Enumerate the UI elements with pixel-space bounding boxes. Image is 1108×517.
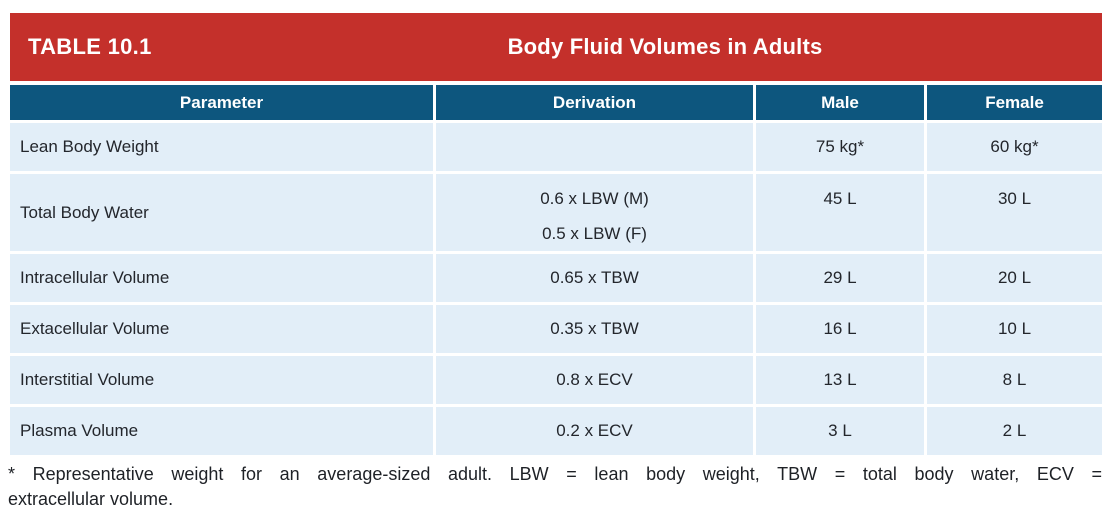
table-title: Body Fluid Volumes in Adults (507, 34, 823, 59)
cell-female: 10 L (927, 305, 1102, 353)
cell-derivation: 0.35 x TBW (436, 305, 753, 353)
table-grid: Parameter Derivation Male Female Lean Bo… (10, 85, 1102, 455)
cell-male: 16 L (756, 305, 924, 353)
derivation-line-female: 0.5 x LBW (F) (542, 224, 647, 243)
cell-male: 3 L (756, 407, 924, 455)
derivation-line-male: 0.6 x LBW (M) (540, 189, 649, 208)
cell-derivation: 0.65 x TBW (436, 254, 753, 302)
footnote-line-2: extracellular volume. (8, 489, 174, 509)
cell-male: 13 L (756, 356, 924, 404)
cell-parameter: Extacellular Volume (10, 305, 433, 353)
cell-male: 29 L (756, 254, 924, 302)
cell-female: 2 L (927, 407, 1102, 455)
column-header-male: Male (756, 85, 924, 120)
column-header-female: Female (927, 85, 1102, 120)
table-title-band: TABLE 10.1 Body Fluid Volumes in Adults (10, 13, 1102, 81)
cell-parameter: Total Body Water (10, 174, 433, 251)
cell-female: 20 L (927, 254, 1102, 302)
table-footnote: * Representative weight for an average-s… (8, 462, 1102, 512)
table-number: TABLE 10.1 (28, 34, 152, 59)
cell-parameter: Intracellular Volume (10, 254, 433, 302)
cell-derivation (436, 123, 753, 171)
cell-parameter: Lean Body Weight (10, 123, 433, 171)
cell-parameter: Plasma Volume (10, 407, 433, 455)
cell-derivation: 0.8 x ECV (436, 356, 753, 404)
cell-parameter: Interstitial Volume (10, 356, 433, 404)
cell-female: 8 L (927, 356, 1102, 404)
column-header-derivation: Derivation (436, 85, 753, 120)
cell-derivation: 0.6 x LBW (M) 0.5 x LBW (F) (436, 174, 753, 251)
cell-male: 75 kg* (756, 123, 924, 171)
body-fluid-table: TABLE 10.1 Body Fluid Volumes in Adults … (10, 13, 1102, 455)
column-header-parameter: Parameter (10, 85, 433, 120)
cell-female: 30 L (927, 174, 1102, 251)
footnote-line-1: * Representative weight for an average-s… (8, 464, 1102, 484)
cell-male: 45 L (756, 174, 924, 251)
derivation-lines: 0.6 x LBW (M) 0.5 x LBW (F) (540, 181, 649, 251)
cell-female: 60 kg* (927, 123, 1102, 171)
cell-derivation: 0.2 x ECV (436, 407, 753, 455)
